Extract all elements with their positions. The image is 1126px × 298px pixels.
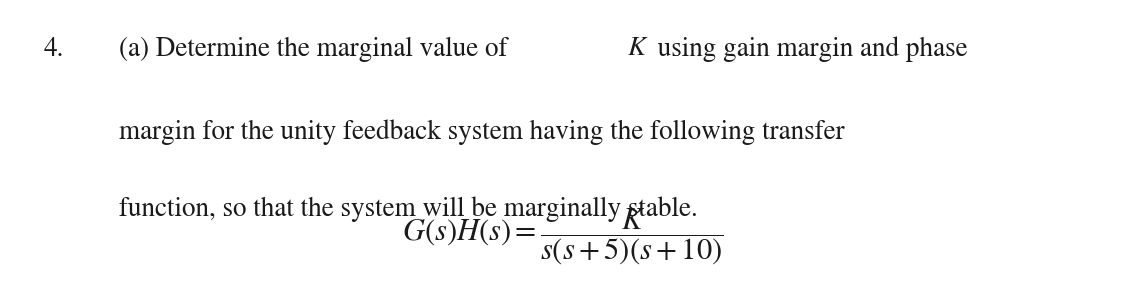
Text: using gain margin and phase: using gain margin and phase: [652, 37, 968, 63]
Text: K: K: [628, 37, 646, 61]
Text: $G(s)H(s) = \dfrac{K}{s(s+5)(s+10)}$: $G(s)H(s) = \dfrac{K}{s(s+5)(s+10)}$: [402, 207, 724, 267]
Text: function, so that the system will be marginally stable.: function, so that the system will be mar…: [119, 196, 698, 222]
Text: 4.: 4.: [44, 37, 64, 62]
Text: (a) Determine the marginal value of: (a) Determine the marginal value of: [119, 37, 515, 62]
Text: margin for the unity feedback system having the following transfer: margin for the unity feedback system hav…: [119, 119, 844, 145]
